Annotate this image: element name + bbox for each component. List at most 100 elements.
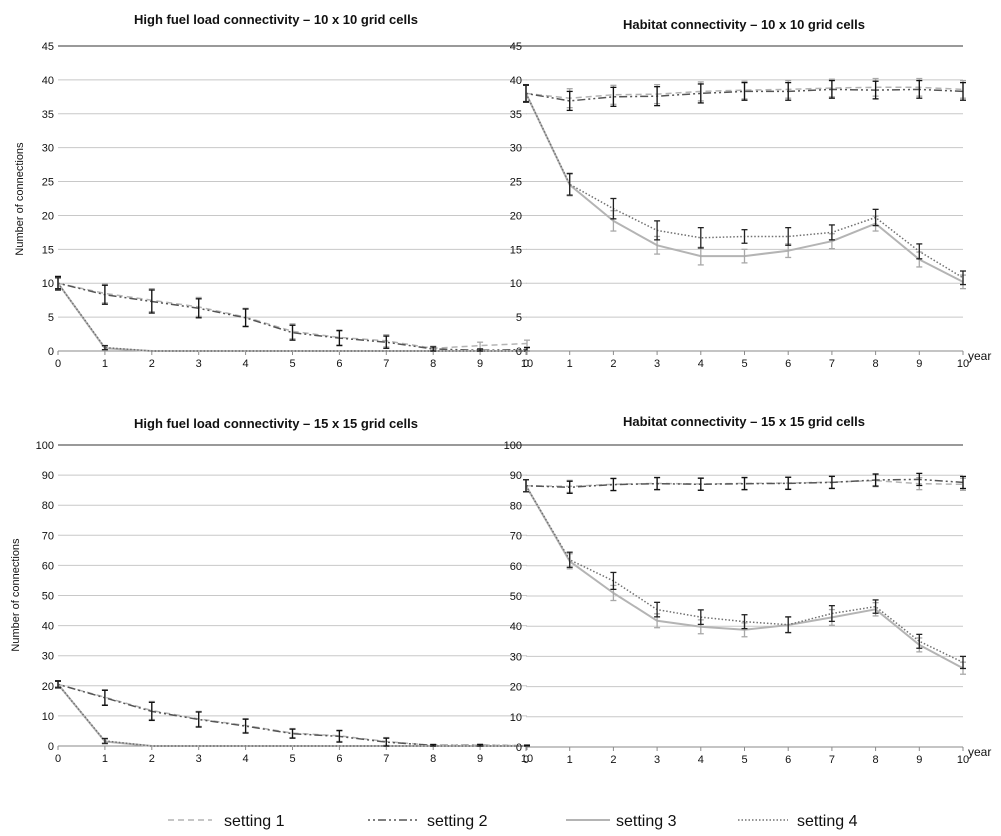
chart-title: Habitat connectivity – 10 x 10 grid cell… bbox=[623, 17, 865, 32]
error-bar bbox=[566, 551, 573, 568]
x-tick-label: 5 bbox=[289, 753, 295, 765]
error-bar bbox=[741, 229, 748, 244]
series-line-setting-2 bbox=[525, 88, 964, 102]
error-bar bbox=[697, 609, 704, 626]
y-tick-label: 20 bbox=[42, 210, 54, 222]
error-bar bbox=[610, 197, 617, 220]
error-bar bbox=[610, 86, 617, 107]
error-bar bbox=[195, 298, 202, 319]
x-axis-label: year bbox=[968, 745, 991, 759]
y-tick-label: 20 bbox=[510, 682, 522, 694]
x-tick-label: 7 bbox=[383, 753, 389, 765]
error-bar bbox=[916, 243, 923, 260]
error-bar bbox=[336, 729, 343, 743]
error-bar bbox=[654, 220, 661, 241]
error-bar bbox=[697, 477, 704, 491]
x-tick-label: 8 bbox=[873, 358, 879, 370]
error-bar bbox=[741, 248, 748, 264]
x-tick-label: 8 bbox=[873, 754, 879, 766]
y-tick-label: 5 bbox=[48, 312, 54, 324]
y-tick-label: 15 bbox=[510, 244, 522, 256]
panel-habitat-15x15: Habitat connectivity – 15 x 15 grid cell… bbox=[504, 414, 992, 766]
x-tick-label: 2 bbox=[149, 358, 155, 370]
error-bar bbox=[524, 339, 530, 348]
error-bar bbox=[916, 79, 923, 99]
error-bar bbox=[654, 601, 661, 618]
x-tick-label: 3 bbox=[654, 358, 660, 370]
y-tick-label: 30 bbox=[510, 651, 522, 663]
x-tick-label: 1 bbox=[102, 753, 108, 765]
error-bar bbox=[101, 344, 108, 351]
y-tick-label: 35 bbox=[510, 109, 522, 121]
x-tick-label: 1 bbox=[102, 358, 108, 370]
error-bar bbox=[828, 605, 835, 623]
x-tick-label: 1 bbox=[567, 358, 573, 370]
error-bar bbox=[828, 79, 835, 99]
series-line-setting-1 bbox=[57, 683, 528, 747]
error-bar bbox=[55, 680, 61, 688]
x-axis-label: year bbox=[968, 349, 991, 363]
error-bar bbox=[741, 81, 748, 101]
x-tick-label: 2 bbox=[610, 754, 616, 766]
y-tick-label: 10 bbox=[42, 711, 54, 723]
y-tick-label: 10 bbox=[42, 278, 54, 290]
x-tick-label: 5 bbox=[741, 358, 747, 370]
chart-title: High fuel load connectivity – 10 x 10 gr… bbox=[134, 12, 418, 27]
x-tick-label: 6 bbox=[785, 358, 791, 370]
error-bar bbox=[101, 689, 108, 707]
y-tick-label: 80 bbox=[42, 500, 54, 512]
y-tick-label: 100 bbox=[36, 440, 54, 452]
y-tick-label: 70 bbox=[510, 531, 522, 543]
error-bar bbox=[289, 728, 296, 739]
y-tick-label: 10 bbox=[510, 712, 522, 724]
error-bar bbox=[477, 348, 484, 352]
panel-fuel-10x10: High fuel load connectivity – 10 x 10 gr… bbox=[14, 12, 533, 370]
x-tick-label: 3 bbox=[196, 358, 202, 370]
x-tick-label: 4 bbox=[243, 753, 249, 765]
x-tick-label: 9 bbox=[477, 753, 483, 765]
x-tick-label: 0 bbox=[523, 358, 529, 370]
y-tick-label: 30 bbox=[42, 143, 54, 155]
error-bar bbox=[741, 476, 748, 491]
y-tick-label: 80 bbox=[510, 500, 522, 512]
y-tick-label: 50 bbox=[42, 591, 54, 603]
x-tick-label: 6 bbox=[785, 754, 791, 766]
series-line-setting-3 bbox=[525, 485, 964, 670]
error-bar bbox=[872, 80, 879, 100]
x-tick-label: 0 bbox=[523, 754, 529, 766]
y-tick-label: 50 bbox=[510, 591, 522, 603]
chart-title: Habitat connectivity – 15 x 15 grid cell… bbox=[623, 414, 865, 429]
error-bar bbox=[697, 226, 704, 249]
legend-label: setting 1 bbox=[224, 813, 285, 830]
error-bar bbox=[566, 172, 573, 196]
panel-habitat-10x10: Habitat connectivity – 10 x 10 grid cell… bbox=[510, 17, 992, 370]
y-tick-label: 20 bbox=[42, 681, 54, 693]
y-tick-label: 60 bbox=[510, 561, 522, 573]
error-bar bbox=[872, 599, 879, 614]
series-line-setting-4 bbox=[57, 683, 527, 747]
y-axis-label: Number of connections bbox=[10, 538, 22, 652]
y-tick-label: 5 bbox=[516, 312, 522, 324]
x-tick-label: 2 bbox=[149, 753, 155, 765]
panel-fuel-15x15: High fuel load connectivity – 15 x 15 gr… bbox=[10, 416, 533, 765]
x-tick-label: 4 bbox=[698, 358, 704, 370]
error-bar bbox=[430, 743, 437, 747]
error-bar bbox=[828, 224, 835, 241]
error-bar bbox=[916, 633, 923, 649]
series-line-setting-2 bbox=[57, 282, 528, 352]
y-tick-label: 30 bbox=[510, 143, 522, 155]
y-tick-label: 40 bbox=[510, 621, 522, 633]
y-tick-label: 30 bbox=[42, 651, 54, 663]
legend: setting 1 setting 2 setting 3 setting 4 bbox=[168, 813, 858, 830]
legend-item-setting-1: setting 1 bbox=[168, 813, 285, 830]
error-bar bbox=[566, 90, 573, 112]
y-tick-label: 35 bbox=[42, 109, 54, 121]
x-tick-label: 8 bbox=[430, 753, 436, 765]
legend-label: setting 3 bbox=[616, 813, 677, 830]
error-bar bbox=[148, 289, 155, 314]
series-line-setting-4 bbox=[57, 282, 527, 352]
y-tick-label: 60 bbox=[42, 560, 54, 572]
